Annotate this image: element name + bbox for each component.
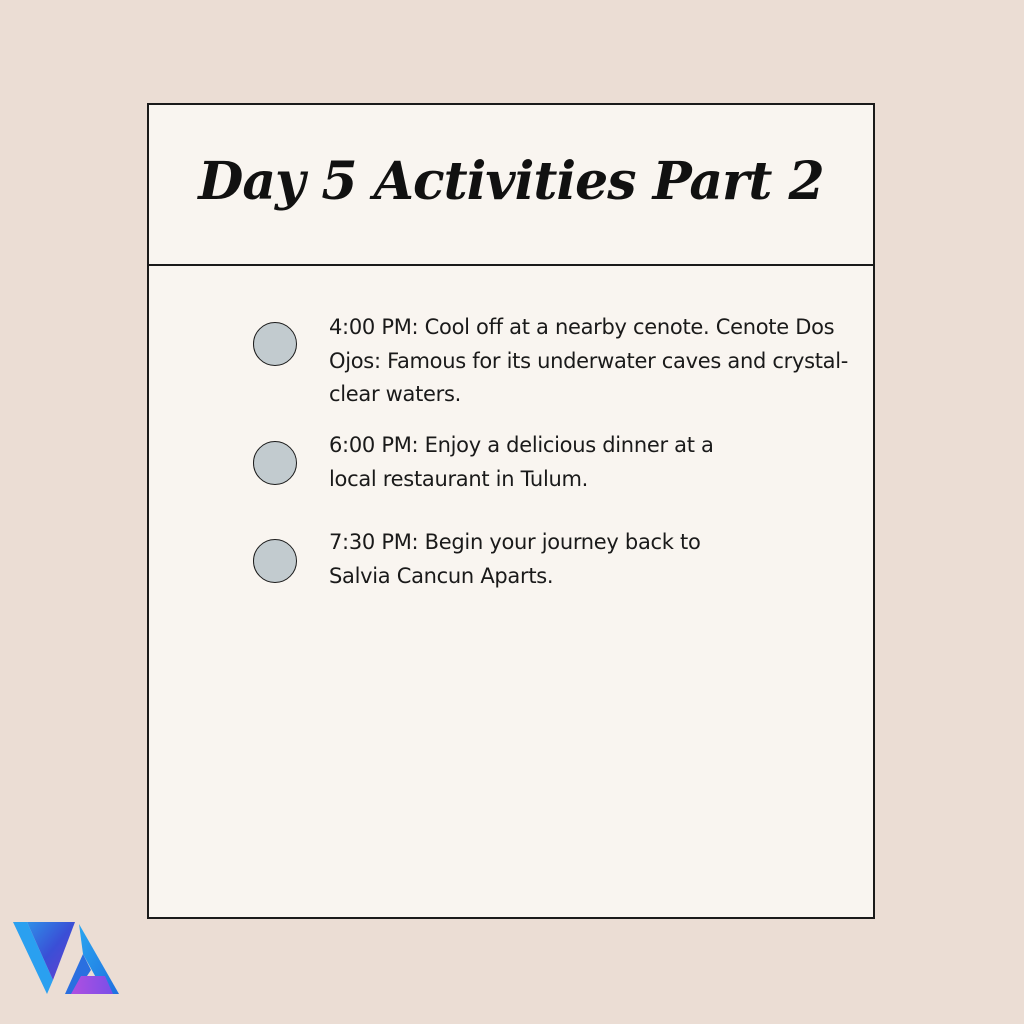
activity-text: 7:30 PM: Begin your journey back to Salv… <box>329 530 701 588</box>
activity-text: 4:00 PM: Cool off at a nearby cenote. Ce… <box>329 315 849 406</box>
activity-text: 6:00 PM: Enjoy a delicious dinner at a l… <box>329 433 714 491</box>
page-title: Day 5 Activities Part 2 <box>198 151 824 212</box>
bullet-circle-icon <box>253 441 297 485</box>
activities-card: Day 5 Activities Part 2 4:00 PM: Cool of… <box>147 103 875 919</box>
va-logo-icon <box>13 922 119 994</box>
bullet-circle-icon <box>253 539 297 583</box>
card-header: Day 5 Activities Part 2 <box>149 105 873 266</box>
bullet-circle-icon <box>253 322 297 366</box>
